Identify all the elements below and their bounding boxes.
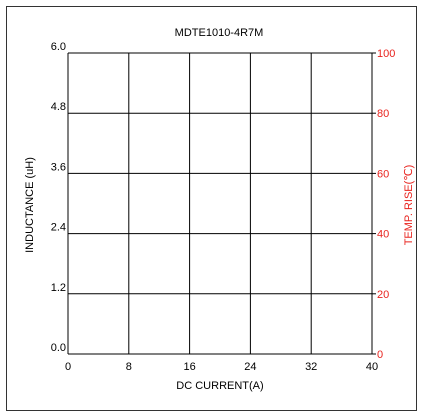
x-tick-label: 8 — [126, 361, 132, 373]
y2-tick-label: 80 — [377, 108, 389, 120]
chart-title: MDTE1010-4R7M — [175, 27, 264, 39]
x-axis-label: DC CURRENT(A) — [176, 380, 263, 392]
chart-frame — [6, 6, 417, 411]
y2-tick-label: 60 — [377, 168, 389, 180]
y-tick-label: 3.6 — [51, 161, 66, 173]
x-tick-label: 40 — [366, 361, 378, 373]
grid-lines — [67, 52, 376, 355]
y2-tick-label: 40 — [377, 229, 389, 241]
tick-labels: 0 8 16 24 32 40 0.0 1.2 2.4 3.6 4.8 6.0 0 20 40 60 80 100 — [51, 41, 396, 373]
y2-tick-label: 0 — [377, 349, 383, 361]
y2-tick-label: 20 — [377, 289, 389, 301]
secondary-y-axis-label: TEMP. RISE(℃) — [403, 165, 415, 246]
x-tick-label: 32 — [305, 361, 317, 373]
y-tick-label: 4.8 — [51, 101, 66, 113]
x-tick-label: 0 — [65, 361, 71, 373]
y-tick-label: 2.4 — [51, 222, 66, 234]
y2-tick-label: 100 — [377, 48, 395, 60]
y-tick-label: 0.0 — [51, 342, 66, 354]
y-tick-label: 6.0 — [51, 41, 66, 53]
x-tick-label: 24 — [244, 361, 256, 373]
x-tick-label: 16 — [183, 361, 195, 373]
y-axis-label: INDUCTANCE (uH) — [24, 157, 36, 253]
y-tick-label: 1.2 — [51, 282, 66, 294]
